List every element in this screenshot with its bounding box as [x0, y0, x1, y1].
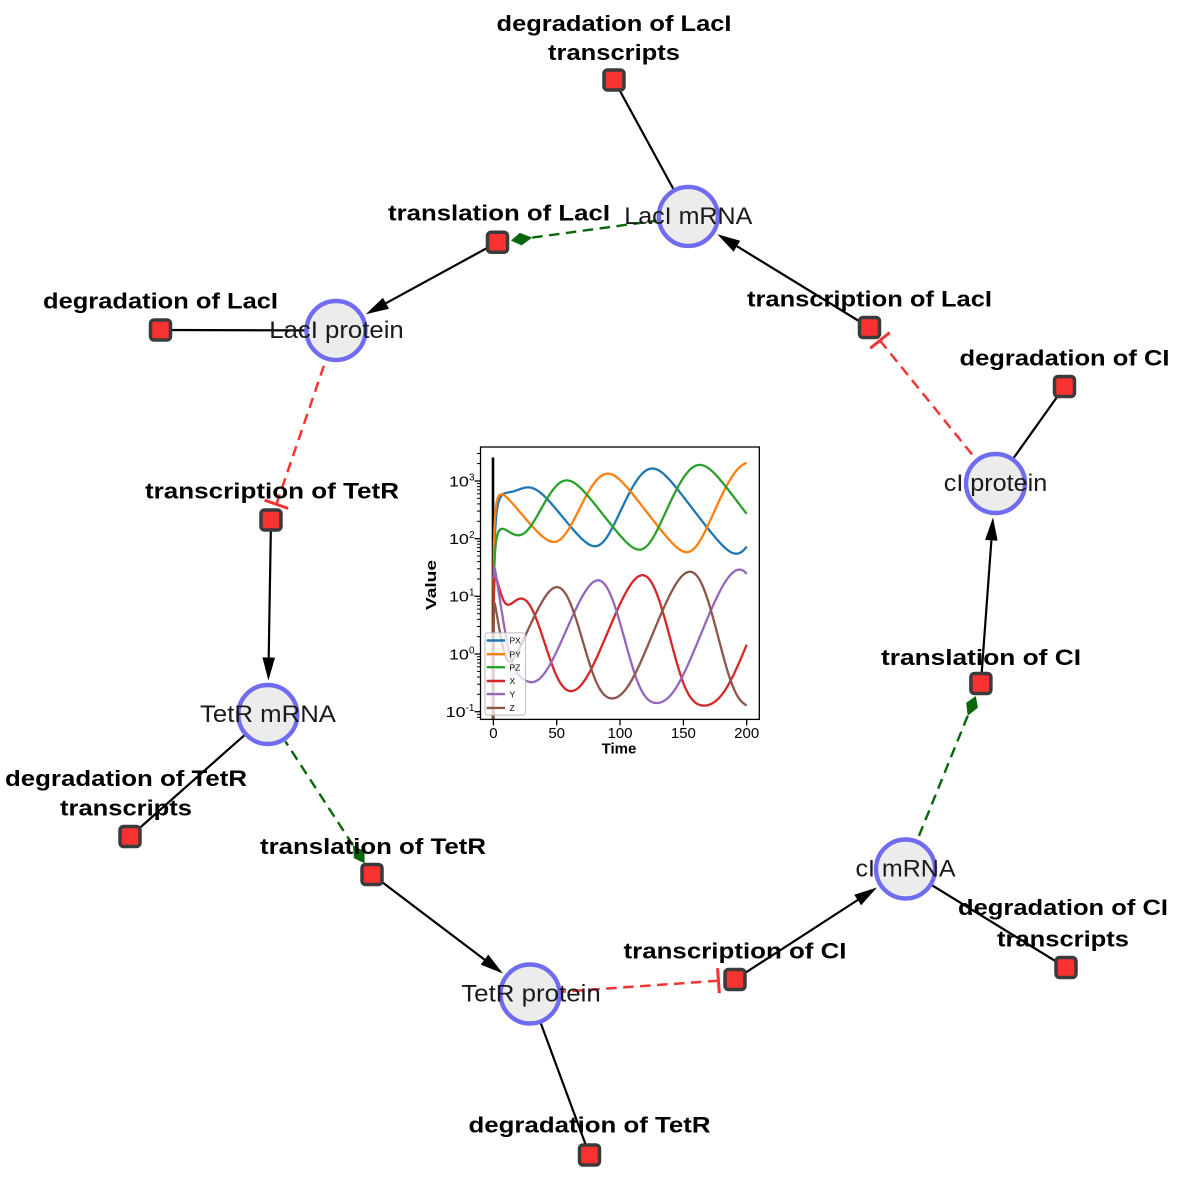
svg-text:degradation of TetR: degradation of TetR: [5, 766, 247, 791]
svg-text:10-1: 10-1: [446, 703, 475, 721]
svg-text:transcripts: transcripts: [997, 927, 1129, 952]
svg-text:degradation of CI: degradation of CI: [958, 895, 1168, 920]
svg-text:0: 0: [489, 725, 497, 742]
svg-text:PY: PY: [510, 649, 522, 659]
svg-text:degradation of CI: degradation of CI: [960, 346, 1170, 371]
svg-text:103: 103: [449, 472, 475, 490]
svg-text:Time: Time: [602, 740, 637, 757]
svg-text:TetR mRNA: TetR mRNA: [200, 701, 337, 728]
svg-text:transcription of LacI: transcription of LacI: [747, 287, 992, 312]
svg-text:LacI mRNA: LacI mRNA: [624, 203, 753, 230]
svg-text:transcripts: transcripts: [60, 796, 192, 821]
svg-text:transcripts: transcripts: [548, 40, 680, 65]
svg-text:degradation of LacI: degradation of LacI: [497, 11, 732, 36]
svg-text:PZ: PZ: [510, 662, 521, 672]
svg-text:TetR protein: TetR protein: [461, 980, 601, 1007]
svg-text:transcription of CI: transcription of CI: [624, 939, 847, 964]
svg-text:X: X: [510, 676, 516, 686]
svg-text:200: 200: [734, 725, 759, 742]
svg-text:Value: Value: [423, 560, 440, 610]
svg-text:50: 50: [548, 725, 565, 742]
svg-text:translation of TetR: translation of TetR: [260, 834, 486, 859]
svg-text:degradation of LacI: degradation of LacI: [43, 289, 278, 314]
svg-text:PX: PX: [510, 636, 522, 646]
svg-text:translation of CI: translation of CI: [881, 645, 1081, 670]
svg-text:degradation of TetR: degradation of TetR: [469, 1113, 711, 1138]
svg-text:transcription of TetR: transcription of TetR: [145, 479, 399, 504]
svg-text:cI protein: cI protein: [944, 470, 1048, 497]
svg-text:Z: Z: [510, 703, 515, 713]
svg-text:cI mRNA: cI mRNA: [856, 855, 957, 882]
svg-text:150: 150: [671, 725, 696, 742]
svg-text:translation of LacI: translation of LacI: [388, 201, 610, 226]
svg-text:LacI protein: LacI protein: [269, 317, 404, 344]
svg-text:100: 100: [607, 725, 632, 742]
svg-text:102: 102: [449, 530, 475, 548]
svg-text:Y: Y: [510, 689, 516, 699]
svg-text:101: 101: [449, 588, 475, 606]
svg-text:100: 100: [449, 645, 475, 663]
